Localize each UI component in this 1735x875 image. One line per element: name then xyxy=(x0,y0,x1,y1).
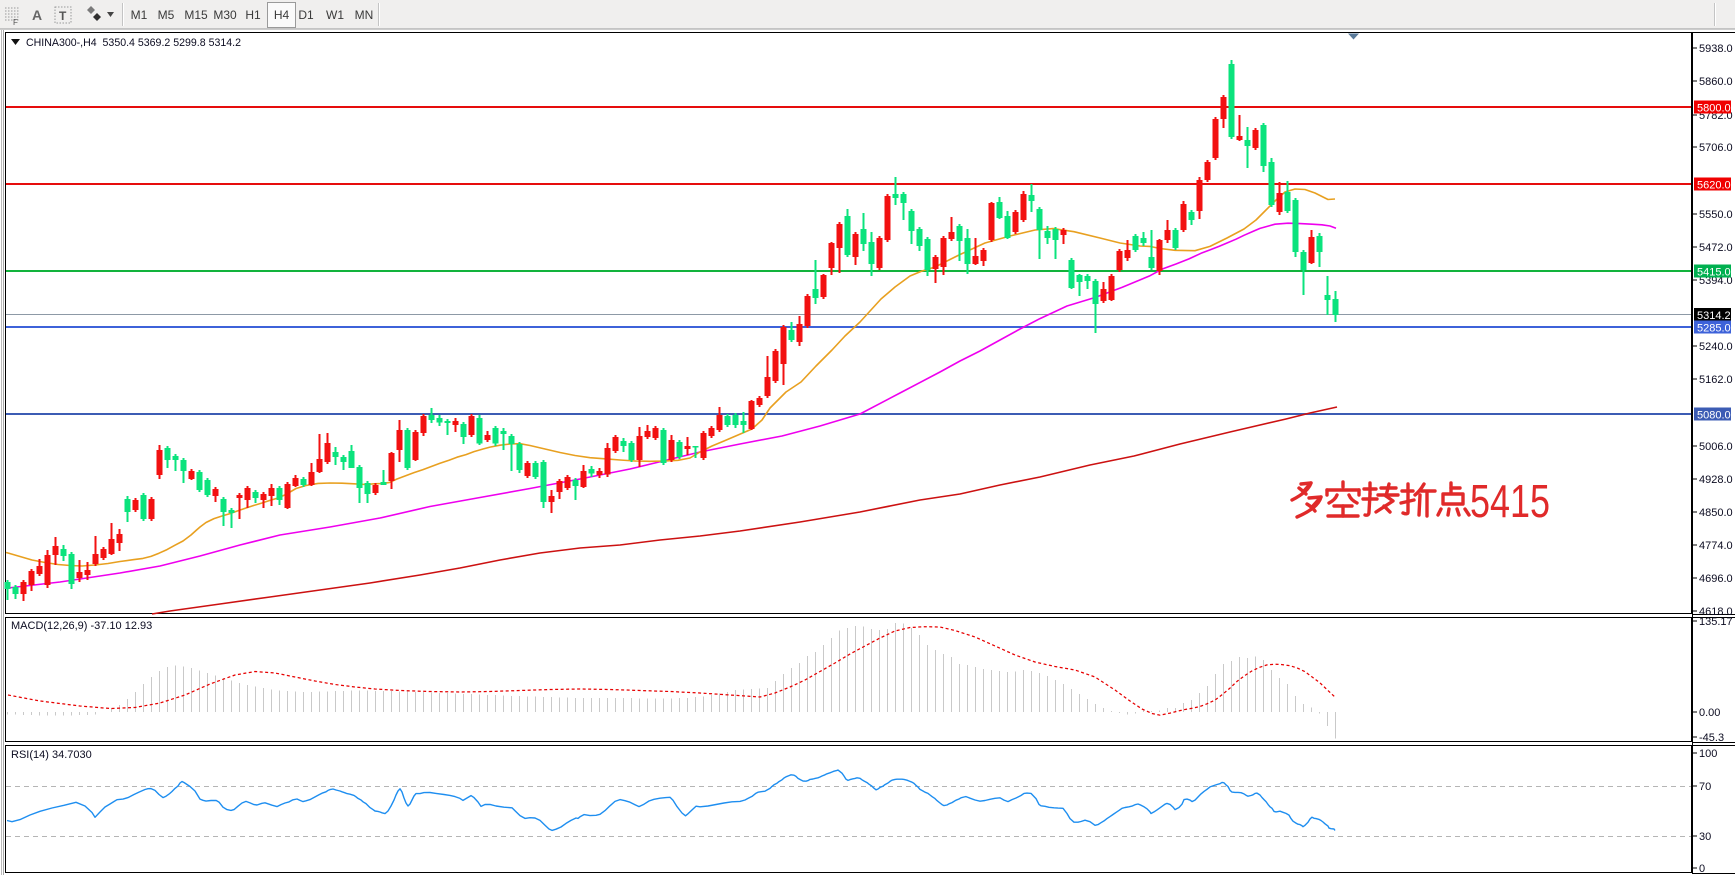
svg-text:5162.0: 5162.0 xyxy=(1699,374,1733,386)
svg-text:30: 30 xyxy=(1699,831,1711,843)
svg-text:M15: M15 xyxy=(184,8,208,22)
svg-text:5800.0: 5800.0 xyxy=(1697,103,1731,115)
svg-text:M5: M5 xyxy=(158,8,175,22)
svg-text:D1: D1 xyxy=(298,8,314,22)
svg-text:H1: H1 xyxy=(245,8,261,22)
svg-text:4696.0: 4696.0 xyxy=(1699,573,1733,585)
svg-text:5415.0: 5415.0 xyxy=(1697,267,1731,279)
svg-text:5415: 5415 xyxy=(1470,475,1550,527)
svg-text:5706.0: 5706.0 xyxy=(1699,142,1733,154)
svg-text:4850.0: 4850.0 xyxy=(1699,507,1733,519)
svg-text:5550.0: 5550.0 xyxy=(1699,209,1733,221)
svg-text:W1: W1 xyxy=(326,8,344,22)
svg-text:5472.0: 5472.0 xyxy=(1699,242,1733,254)
svg-text:5006.0: 5006.0 xyxy=(1699,441,1733,453)
svg-text:A: A xyxy=(32,7,42,23)
svg-text:5080.0: 5080.0 xyxy=(1697,410,1731,422)
svg-text:0.00: 0.00 xyxy=(1699,707,1720,719)
svg-text:4618.0: 4618.0 xyxy=(1699,606,1733,618)
svg-text:H4: H4 xyxy=(274,8,290,22)
svg-text:5240.0: 5240.0 xyxy=(1699,341,1733,353)
svg-text:5620.0: 5620.0 xyxy=(1697,180,1731,192)
svg-text:MACD(12,26,9) -37.10 12.93: MACD(12,26,9) -37.10 12.93 xyxy=(11,620,152,632)
svg-text:CHINA300-,H4 5350.4 5369.2 52: CHINA300-,H4 5350.4 5369.2 5299.8 5314.2 xyxy=(26,37,241,49)
svg-text:F: F xyxy=(13,18,18,27)
svg-text:100: 100 xyxy=(1699,748,1717,760)
svg-text:5394.0: 5394.0 xyxy=(1699,275,1733,287)
svg-text:T: T xyxy=(59,9,67,23)
svg-text:4928.0: 4928.0 xyxy=(1699,474,1733,486)
svg-text:4774.0: 4774.0 xyxy=(1699,540,1733,552)
svg-text:0: 0 xyxy=(1699,863,1705,875)
svg-text:RSI(14) 34.7030: RSI(14) 34.7030 xyxy=(11,749,92,761)
svg-text:M1: M1 xyxy=(131,8,148,22)
svg-text:5860.0: 5860.0 xyxy=(1699,76,1733,88)
svg-text:135.17: 135.17 xyxy=(1699,616,1733,628)
svg-text:MN: MN xyxy=(355,8,374,22)
svg-text:-45.3: -45.3 xyxy=(1699,732,1724,744)
svg-text:5314.2: 5314.2 xyxy=(1697,310,1731,322)
svg-text:5285.0: 5285.0 xyxy=(1697,323,1731,335)
svg-text:M30: M30 xyxy=(213,8,237,22)
svg-text:70: 70 xyxy=(1699,781,1711,793)
svg-text:5938.0: 5938.0 xyxy=(1699,43,1733,55)
